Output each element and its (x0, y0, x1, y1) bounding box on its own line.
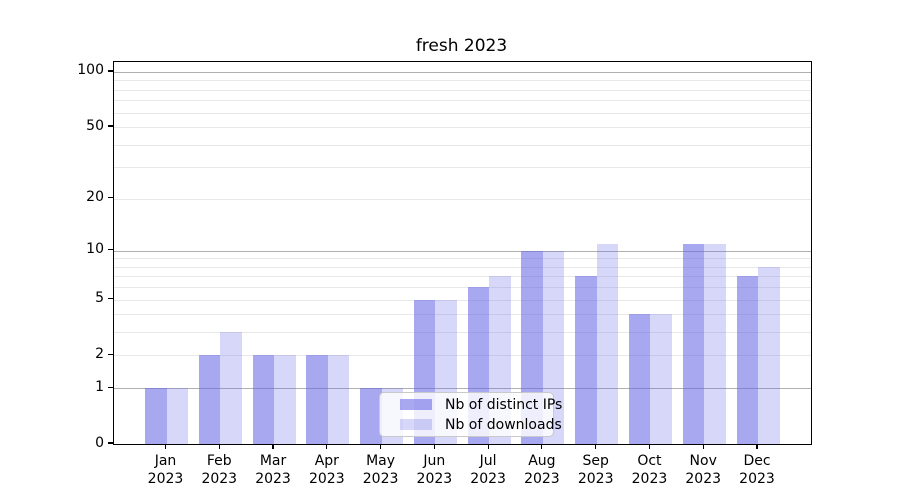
bar-downloads (327, 355, 350, 444)
gridline-minor (114, 266, 811, 268)
y-tick-label: 0 (95, 434, 104, 451)
x-tick-label-feb: Feb 2023 (201, 453, 238, 487)
bar-downloads (596, 243, 619, 444)
bar-distinct-ips (360, 388, 382, 444)
x-tick-mark (433, 444, 435, 449)
x-tick-mark (164, 444, 167, 449)
bar-downloads (704, 243, 726, 444)
bar-downloads (220, 332, 242, 444)
x-tick-mark (218, 444, 220, 449)
gridline-minor (114, 299, 811, 301)
gridline-minor (114, 287, 811, 289)
x-tick-label-aug: Aug 2023 (524, 453, 560, 487)
bar-distinct-ips (628, 314, 651, 444)
gridline-minor (114, 258, 811, 260)
legend: Nb of distinct IPs Nb of downloads (379, 392, 562, 437)
y-tick-label: 100 (77, 62, 104, 79)
x-tick-mark (756, 444, 758, 449)
gridline-major (114, 71, 811, 73)
gridline-minor (114, 127, 811, 129)
y-tick-mark (108, 196, 113, 199)
gridline-minor (114, 112, 811, 114)
gridline-minor (114, 89, 811, 91)
legend-label: Nb of downloads (445, 416, 562, 433)
legend-row: Nb of distinct IPs (400, 397, 562, 413)
bar-distinct-ips (145, 388, 167, 444)
bar-downloads (274, 355, 296, 444)
gridline-minor (114, 80, 811, 82)
bar-distinct-ips (198, 355, 221, 444)
bar-distinct-ips (682, 243, 705, 444)
legend-swatch-icon (400, 419, 432, 430)
x-tick-label-mar: Mar 2023 (255, 453, 291, 487)
x-tick-mark (379, 444, 382, 449)
x-tick-mark (272, 444, 274, 449)
x-tick-label-nov: Nov 2023 (685, 453, 722, 487)
gridline-minor (114, 144, 811, 146)
bar-distinct-ips (306, 355, 328, 444)
y-tick-label: 1 (95, 378, 104, 395)
x-tick-mark (541, 444, 543, 449)
x-tick-label-apr: Apr 2023 (308, 453, 345, 487)
x-tick-label-jul: Jul 2023 (470, 453, 506, 487)
chart-title: fresh 2023 (415, 36, 508, 56)
legend-row: Nb of downloads (400, 417, 562, 433)
legend-swatch-icon (400, 399, 432, 410)
gridline-minor (114, 100, 811, 102)
y-tick-mark (108, 297, 113, 300)
plot-area (113, 61, 812, 445)
gridline-minor (114, 167, 811, 169)
x-tick-mark (487, 444, 489, 449)
x-tick-label-dec: Dec 2023 (739, 453, 775, 487)
x-tick-mark (595, 444, 597, 449)
bar-downloads (758, 266, 780, 444)
bar-downloads (166, 388, 188, 444)
gridline-major (114, 388, 811, 390)
y-tick-label: 10 (86, 241, 104, 258)
y-tick-mark (108, 125, 113, 127)
bar-distinct-ips (252, 355, 275, 444)
y-tick-mark (108, 70, 113, 72)
y-tick-mark (108, 353, 113, 356)
y-tick-mark (108, 442, 113, 444)
gridline-minor (114, 276, 811, 278)
bar-distinct-ips (736, 276, 758, 444)
bar-downloads (650, 314, 672, 444)
gridline-major (114, 250, 811, 252)
y-tick-label: 5 (95, 290, 104, 307)
y-tick-mark (108, 249, 113, 251)
x-tick-mark (702, 444, 704, 449)
y-tick-label: 2 (95, 345, 104, 362)
x-tick-mark (326, 444, 328, 449)
x-tick-mark (648, 444, 651, 449)
x-tick-label-jun: Jun 2023 (416, 453, 453, 487)
y-tick-mark (108, 386, 113, 388)
gridline-minor (114, 332, 811, 334)
x-tick-label-sep: Sep 2023 (577, 453, 614, 487)
bar-distinct-ips (575, 276, 597, 444)
legend-label: Nb of distinct IPs (445, 396, 563, 413)
x-tick-label-oct: Oct 2023 (631, 453, 668, 487)
gridline-minor (114, 198, 811, 200)
x-tick-label-may: May 2023 (362, 453, 399, 487)
y-tick-label: 50 (86, 117, 104, 134)
x-tick-label-jan: Jan 2023 (147, 453, 184, 487)
gridline-minor (114, 355, 811, 357)
y-tick-label: 20 (86, 189, 104, 206)
gridline-minor (114, 314, 811, 316)
